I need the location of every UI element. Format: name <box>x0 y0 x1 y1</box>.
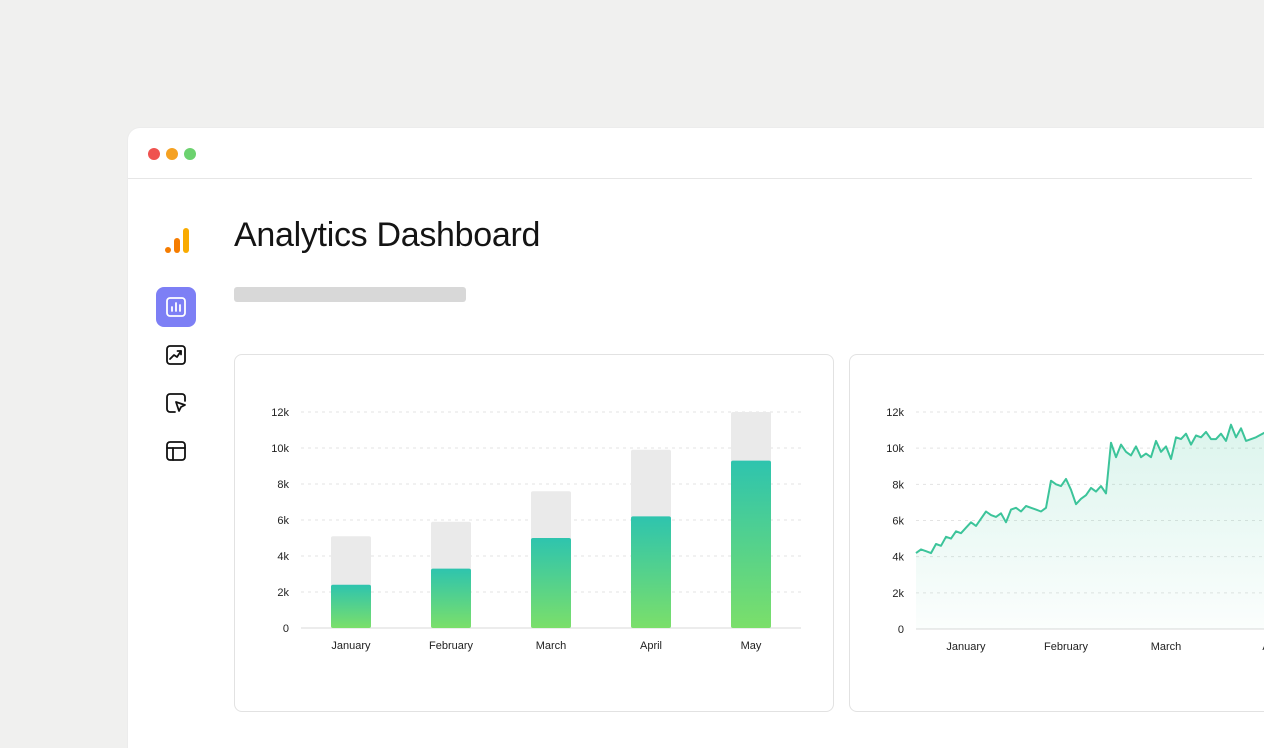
y-tick-label: 4k <box>277 551 289 563</box>
x-tick-label: February <box>429 640 474 652</box>
bar-chart: 0 2k 4k 6k 8k 10k 12k January February March April… <box>271 407 801 652</box>
area-fill <box>916 424 1264 629</box>
analytics-logo-icon <box>165 228 189 253</box>
y-tick-label: 6k <box>277 515 289 527</box>
bar-value[interactable] <box>731 460 771 628</box>
bar-chart-icon <box>166 297 186 317</box>
layout-table-icon <box>166 441 186 461</box>
y-tick-label: 12k <box>886 407 904 419</box>
x-tick-label: February <box>1044 641 1089 653</box>
title-bar <box>128 128 1252 179</box>
trending-chart-icon <box>166 345 186 365</box>
x-tick-label: May <box>741 640 762 652</box>
sidebar-item-layout[interactable] <box>156 431 196 471</box>
bar-value[interactable] <box>431 568 471 628</box>
y-tick-label: 2k <box>277 587 289 599</box>
x-tick-label: January <box>946 641 986 653</box>
y-tick-label: 6k <box>892 516 904 528</box>
sidebar-item-trends[interactable] <box>156 335 196 375</box>
cursor-select-icon <box>166 393 186 413</box>
bar-value[interactable] <box>631 516 671 628</box>
y-tick-label: 0 <box>283 623 289 635</box>
line-chart-card: 0 2k 4k 6k 8k 10k 12k January February March A <box>849 354 1264 712</box>
close-window-button[interactable] <box>148 148 160 160</box>
x-tick-label: March <box>1151 641 1182 653</box>
y-tick-label: 12k <box>271 407 289 419</box>
bar-value[interactable] <box>531 538 571 628</box>
x-tick-label: A <box>1262 641 1264 653</box>
y-tick-label: 10k <box>886 443 904 455</box>
bar-chart-card: 0 2k 4k 6k 8k 10k 12k January February March April… <box>234 354 834 712</box>
y-tick-label: 10k <box>271 443 289 455</box>
subtitle-placeholder <box>234 287 466 302</box>
sidebar-item-analytics[interactable] <box>156 287 196 327</box>
bar-value[interactable] <box>331 584 371 628</box>
x-tick-label: April <box>640 640 662 652</box>
minimize-window-button[interactable] <box>166 148 178 160</box>
y-tick-label: 4k <box>892 552 904 564</box>
y-tick-label: 8k <box>892 479 904 491</box>
y-tick-label: 0 <box>898 624 904 636</box>
y-tick-label: 8k <box>277 479 289 491</box>
series-line[interactable] <box>915 423 1264 555</box>
maximize-window-button[interactable] <box>184 148 196 160</box>
page-title: Analytics Dashboard <box>234 216 541 254</box>
app-window: Analytics Dashboard 0 2k 4k 6k 8k 10k 12k Janua… <box>128 128 1264 748</box>
y-tick-label: 2k <box>892 588 904 600</box>
x-tick-label: March <box>536 640 567 652</box>
line-chart: 0 2k 4k 6k 8k 10k 12k January February March A <box>886 407 1264 653</box>
x-tick-label: January <box>331 640 371 652</box>
sidebar-item-selection[interactable] <box>156 383 196 423</box>
